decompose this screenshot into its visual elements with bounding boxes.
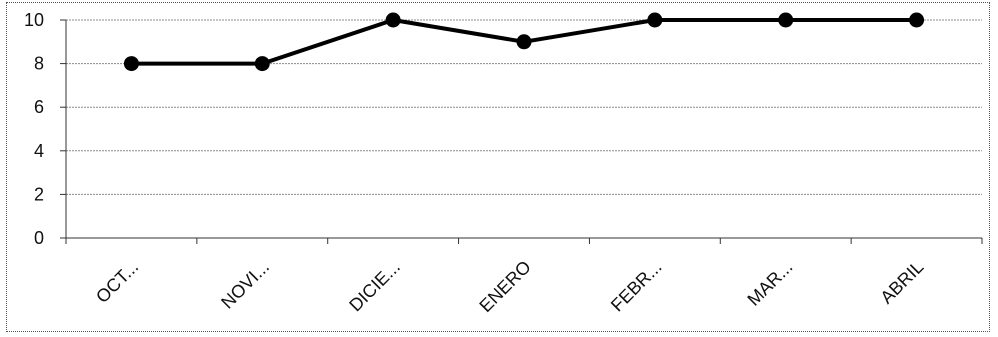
data-point: [254, 56, 270, 72]
x-category-label: ENERO: [475, 257, 534, 316]
data-point: [647, 12, 663, 28]
x-category-label: FEBR...: [607, 257, 666, 316]
x-category-label: MAR...: [743, 257, 796, 310]
chart-frame: [6, 2, 990, 332]
data-point: [385, 12, 401, 28]
y-tick-label: 8: [34, 54, 44, 74]
y-tick-label: 4: [34, 141, 44, 161]
gridlines: [66, 19, 982, 195]
y-tick-label: 0: [34, 228, 44, 248]
data-point: [123, 56, 139, 72]
x-category-label: OCT...: [92, 257, 142, 307]
x-category-label: NOVI...: [217, 257, 273, 313]
x-category-label: ABRIL: [876, 257, 927, 308]
x-axis: OCT... NOVI... DICIE... ENERO FEBR... MAR... A…: [65, 237, 983, 316]
y-axis: 0 2 4 6 8 10: [24, 10, 67, 248]
data-point: [778, 12, 794, 28]
y-tick-label: 6: [34, 97, 44, 117]
y-tick-label: 10: [24, 10, 44, 30]
series-markers: [123, 12, 925, 72]
x-category-label: DICIE...: [345, 257, 404, 316]
y-tick-label: 2: [34, 184, 44, 204]
data-point: [516, 34, 532, 50]
data-point: [909, 12, 925, 28]
